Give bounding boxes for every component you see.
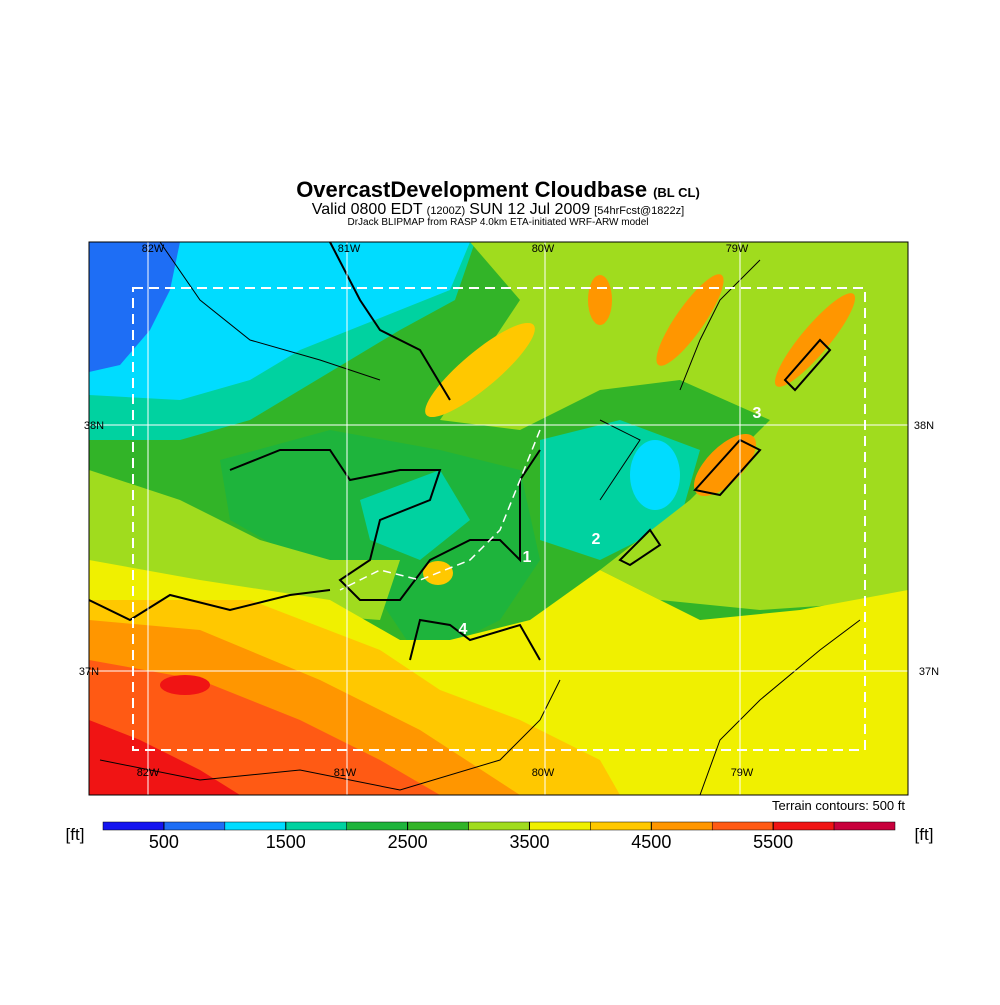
lat-label: 38N bbox=[914, 420, 934, 432]
title-main: OvercastDevelopment Cloudbase bbox=[296, 177, 647, 202]
lon-label: 80W bbox=[532, 767, 555, 779]
terrain-note: Terrain contours: 500 ft bbox=[772, 798, 905, 813]
colorbar-swatch bbox=[224, 821, 287, 831]
lon-label: 82W bbox=[142, 243, 165, 255]
forecast: [54hrFcst@1822z] bbox=[594, 205, 684, 217]
colorbar-swatch bbox=[407, 821, 469, 831]
colorbar-swatch bbox=[102, 821, 165, 831]
colorbar-swatch bbox=[285, 821, 347, 831]
credit: DrJack BLIPMAP from RASP 4.0km ETA-initi… bbox=[347, 217, 648, 228]
colorbar-tick-label: 5500 bbox=[753, 832, 793, 852]
colorbar-tick-label: 4500 bbox=[631, 832, 671, 852]
region-label: 2 bbox=[592, 531, 601, 548]
region-label: 4 bbox=[459, 621, 468, 638]
colorbar: 500 1500 2500 3500 4500 5500 bbox=[102, 821, 896, 852]
colorbar-tick-label: 2500 bbox=[388, 832, 428, 852]
field bbox=[89, 242, 908, 795]
lon-label: 80W bbox=[532, 243, 555, 255]
colorbar-swatch bbox=[468, 821, 530, 831]
lon-label: 79W bbox=[731, 767, 754, 779]
lat-label: 37N bbox=[79, 666, 99, 678]
colorbar-swatch bbox=[711, 821, 774, 831]
region-label: 3 bbox=[753, 405, 762, 422]
colorbar-tick-label: 500 bbox=[149, 832, 179, 852]
valid: Valid 0800 EDT bbox=[312, 201, 423, 218]
map-labels: 82W 82W 81W 81W 80W 80W 79W 79W 38N 38N 37N 37N 1 2 3 4 bbox=[79, 243, 939, 779]
colorbar-swatch bbox=[651, 821, 713, 831]
lon-label: 82W bbox=[137, 767, 160, 779]
unit-left: [ft] bbox=[66, 825, 85, 844]
lat-label: 38N bbox=[84, 420, 104, 432]
zulu: (1200Z) bbox=[427, 205, 466, 217]
title-note: (BL CL) bbox=[653, 185, 700, 200]
lat-label: 37N bbox=[919, 666, 939, 678]
lon-label: 79W bbox=[726, 243, 749, 255]
colorbar-swatch bbox=[772, 821, 835, 831]
date: SUN 12 Jul 2009 bbox=[469, 201, 590, 218]
subtitle: Valid 0800 EDT (1200Z) SUN 12 Jul 2009 [54h… bbox=[312, 201, 684, 218]
colorbar-swatch bbox=[346, 821, 408, 831]
lon-label: 81W bbox=[334, 767, 357, 779]
colorbar-swatch bbox=[590, 821, 652, 831]
lon-label: 81W bbox=[338, 243, 361, 255]
title: OvercastDevelopment Cloudbase (BL CL) bbox=[296, 177, 700, 202]
colorbar-swatch bbox=[529, 821, 591, 831]
colorbar-swatch bbox=[163, 821, 226, 831]
colorbar-swatch bbox=[833, 821, 896, 831]
region-label: 1 bbox=[523, 549, 532, 566]
colorbar-tick-label: 3500 bbox=[509, 832, 549, 852]
colorbar-tick-label: 1500 bbox=[266, 832, 306, 852]
unit-right: [ft] bbox=[915, 825, 934, 844]
graticule bbox=[89, 242, 908, 795]
map-frame bbox=[88, 241, 909, 796]
